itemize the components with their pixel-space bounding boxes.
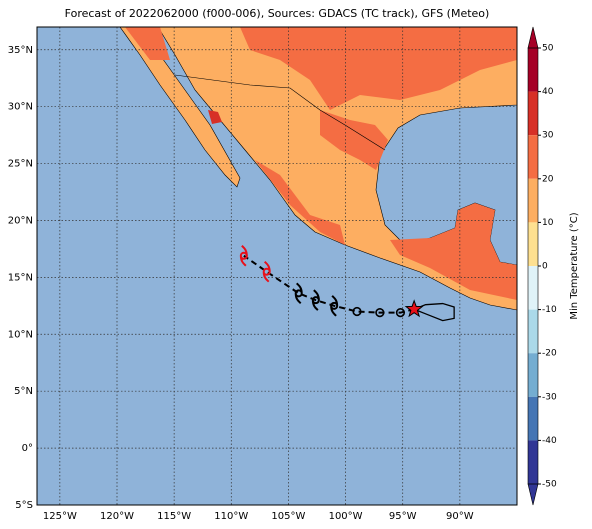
- colorbar-tick-label: -50: [542, 480, 557, 490]
- current-position: [404, 299, 424, 318]
- warm-area: [125, 27, 170, 60]
- colorbar-band: [528, 396, 538, 441]
- colorbar-band: [528, 222, 538, 266]
- lon-tick-label: 125°W: [43, 511, 77, 522]
- lat-tick-label: 25°N: [8, 159, 33, 170]
- colorbar-tick-label: 20: [542, 174, 554, 184]
- observed-track: [413, 302, 455, 322]
- colorbar-tick-label: 40: [542, 87, 554, 97]
- colorbar-band: [528, 353, 538, 397]
- storm-symbol: [311, 289, 320, 311]
- colorbar-tick-label: 0: [542, 262, 548, 272]
- colorbar-arrow: [527, 26, 539, 49]
- lat-tick-label: 0°: [22, 443, 33, 454]
- colorbar-tick-label: -30: [542, 392, 557, 402]
- forecast-point: [395, 308, 406, 318]
- lon-tick-label: 105°W: [271, 511, 305, 522]
- lon-tick-label: 100°W: [329, 511, 363, 522]
- colorbar-band: [528, 48, 538, 92]
- map-frame: [36, 26, 518, 506]
- colorbar-tick-label: -20: [542, 349, 557, 359]
- hot-spot: [208, 110, 222, 124]
- forecast-point: [375, 308, 385, 318]
- lat-tick-label: 5°S: [15, 500, 33, 511]
- forecast-point: [352, 306, 362, 317]
- forecast-track-line: [243, 254, 415, 314]
- storm-symbol: [239, 245, 248, 267]
- colorbar-band: [528, 440, 538, 484]
- colorbar-label: Min Temperature (°C): [569, 212, 580, 319]
- lon-tick-label: 90°W: [446, 511, 474, 522]
- storm-symbol: [262, 260, 271, 283]
- warm-area: [320, 110, 388, 170]
- colorbar-tick-label: 50: [542, 44, 554, 54]
- colorbar-tick-label: 30: [542, 131, 554, 141]
- border: [174, 74, 386, 151]
- lon-tick-label: 115°W: [157, 511, 191, 522]
- lon-tick-label: 95°W: [389, 511, 417, 522]
- lat-tick-label: 30°N: [8, 102, 33, 113]
- lon-tick-label: 120°W: [100, 511, 134, 522]
- colorbar-tick-label: -10: [542, 305, 557, 315]
- warm-area: [255, 160, 345, 245]
- warm-area: [390, 203, 517, 300]
- colorbar-tick-label: 10: [542, 218, 554, 228]
- lat-tick-label: 20°N: [8, 215, 33, 226]
- warm-area: [240, 27, 517, 110]
- lon-tick-label: 110°W: [214, 511, 248, 522]
- colorbar-arrow: [527, 483, 539, 506]
- storm-symbol: [294, 282, 303, 305]
- lat-tick-label: 15°N: [8, 272, 33, 283]
- colorbar-band: [528, 135, 538, 179]
- colorbar-band: [528, 309, 538, 354]
- lat-tick-label: 10°N: [8, 329, 33, 340]
- colorbar-band: [528, 266, 538, 310]
- storm-symbol: [330, 295, 339, 317]
- colorbar-tick-label: -40: [542, 436, 557, 446]
- colorbar-band: [528, 178, 538, 223]
- lat-tick-label: 5°N: [14, 386, 33, 397]
- title: Forecast of 2022062000 (f000-006), Sourc…: [65, 7, 490, 20]
- lat-tick-label: 35°N: [8, 45, 33, 56]
- colorbar-band: [528, 91, 538, 136]
- land: [119, 27, 517, 311]
